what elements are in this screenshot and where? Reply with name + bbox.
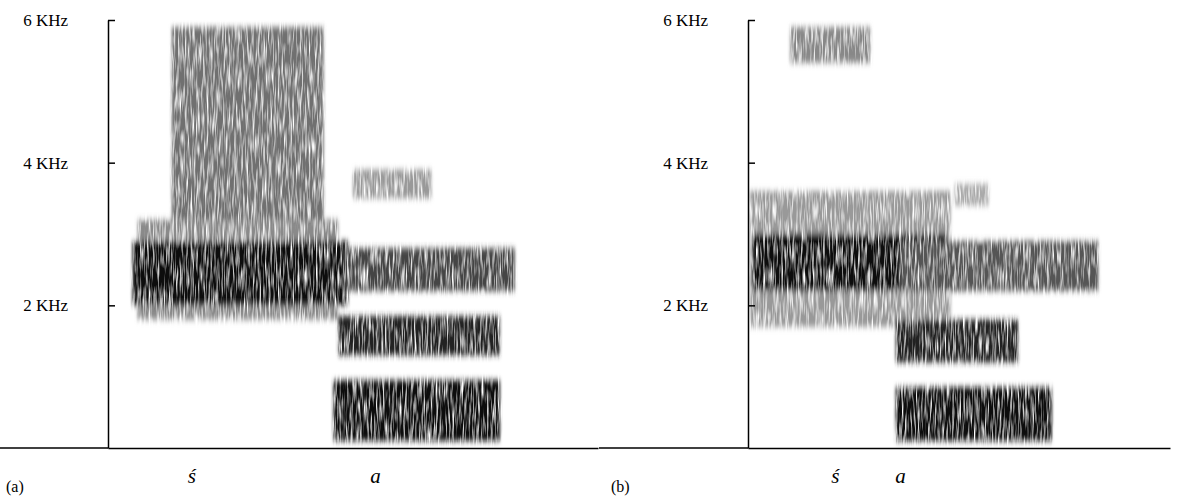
y-tick-mark (748, 162, 755, 164)
spectrogram-bands (133, 27, 515, 441)
figure: śa2 KHz4 KHz6 KHz(a)śa2 KHz4 KHz6 KHz(b) (0, 0, 1198, 501)
x-tick: a (895, 448, 906, 488)
energy-band (338, 316, 500, 355)
energy-band (900, 241, 1098, 291)
x-tick-label: a (895, 464, 906, 488)
y-tick-mark (108, 20, 115, 22)
y-tick-label: 2 KHz (23, 296, 68, 315)
energy-band (353, 170, 431, 199)
panel-label: (a) (6, 478, 24, 496)
y-tick: 6 KHz (23, 11, 115, 30)
energy-band (896, 320, 1018, 363)
x-tick: ś (831, 448, 840, 488)
y-tick-label: 6 KHz (23, 11, 68, 30)
y-tick: 6 KHz (663, 11, 755, 30)
y-axis-line (108, 21, 110, 449)
plot-area (750, 27, 1098, 441)
y-axis-line (748, 21, 750, 449)
energy-band (133, 241, 349, 305)
y-tick-mark (748, 20, 755, 22)
y-tick-mark (108, 162, 115, 164)
y-tick-label: 4 KHz (663, 154, 708, 173)
x-axis: śa (109, 448, 599, 488)
y-tick: 2 KHz (23, 296, 115, 315)
baseline (599, 447, 748, 449)
energy-band (955, 184, 989, 205)
y-tick-label: 2 KHz (663, 296, 708, 315)
x-axis: śa (749, 448, 1171, 488)
x-tick-label: a (370, 464, 381, 488)
y-tick: 2 KHz (663, 296, 755, 315)
x-tick-label: ś (831, 464, 840, 488)
x-tick: ś (188, 448, 197, 488)
x-tick-label: ś (188, 464, 197, 488)
plot-area (133, 27, 515, 441)
y-tick: 4 KHz (663, 154, 755, 173)
y-tick-mark (748, 305, 755, 307)
x-tick: a (370, 448, 381, 488)
panel: śa2 KHz4 KHz6 KHz(b) (599, 11, 1171, 496)
panel-label: (b) (611, 478, 630, 496)
y-tick-mark (108, 305, 115, 307)
spectrogram-bands (750, 27, 1098, 441)
x-axis-line (109, 448, 599, 450)
energy-band (343, 248, 515, 291)
energy-band (333, 380, 500, 441)
y-axis: 2 KHz 4 KHz 6 KHz (663, 11, 755, 449)
y-tick: 4 KHz (23, 154, 115, 173)
energy-band (172, 27, 324, 220)
panel: śa2 KHz4 KHz6 KHz(a) (0, 11, 599, 496)
energy-band (896, 387, 1052, 441)
y-axis: 2 KHz 4 KHz 6 KHz (23, 11, 115, 449)
y-tick-label: 4 KHz (23, 154, 68, 173)
y-tick-label: 6 KHz (663, 11, 708, 30)
baseline (0, 447, 108, 449)
energy-band (790, 27, 870, 63)
x-axis-line (749, 448, 1171, 450)
